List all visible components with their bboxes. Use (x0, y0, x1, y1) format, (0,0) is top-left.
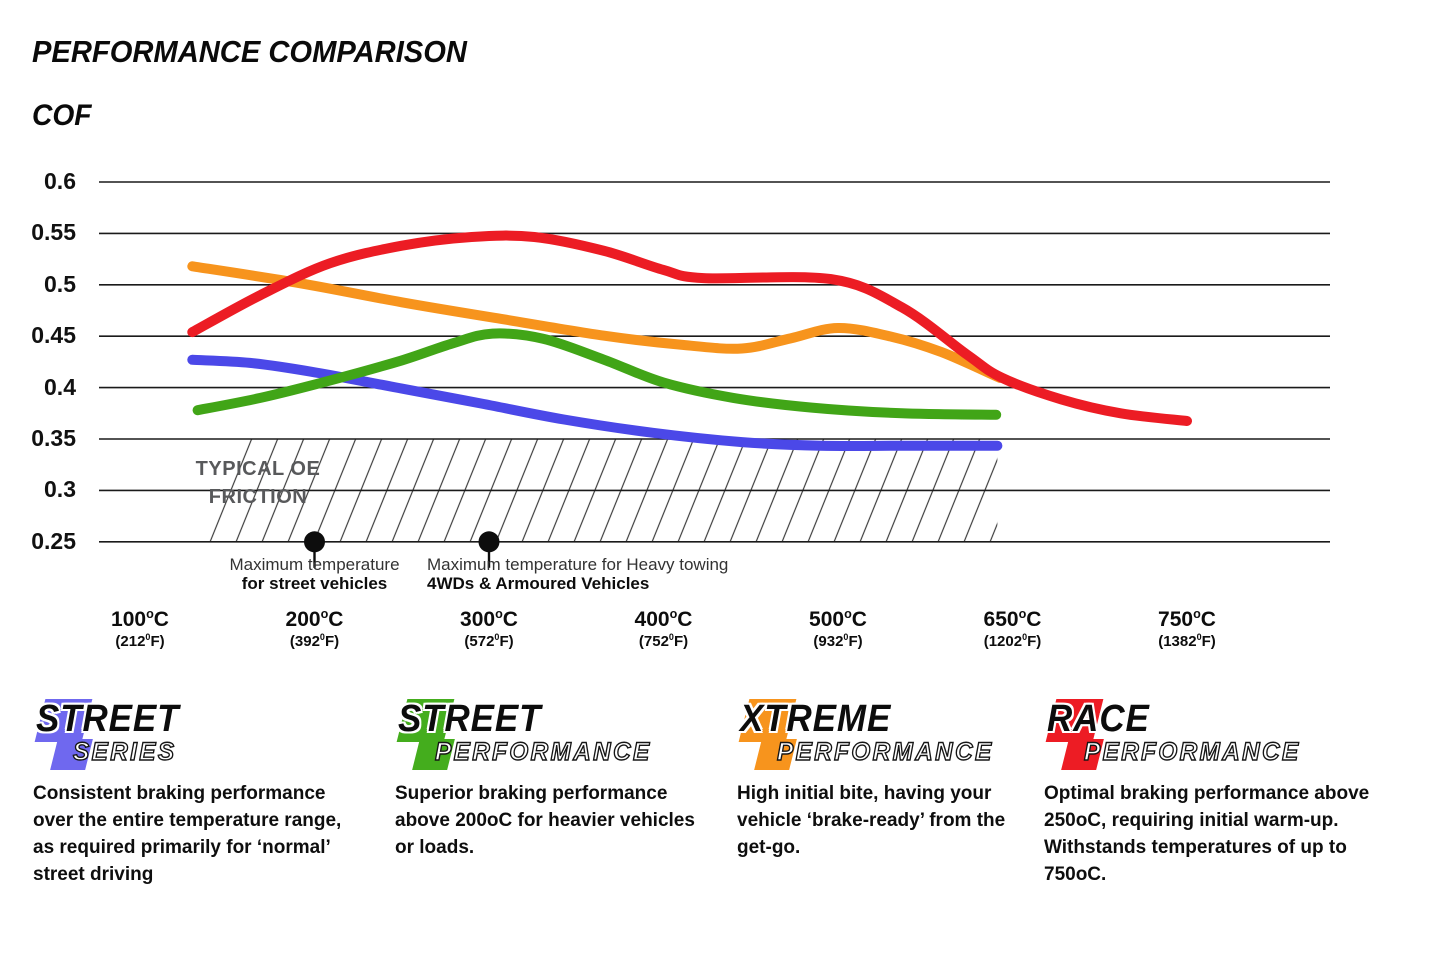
annotation-text-line1: Maximum temperature for Heavy towing (427, 555, 729, 574)
y-tick-label: 0.6 (44, 168, 76, 194)
y-tick-label: 0.5 (44, 270, 76, 297)
legend-street-performance: STREET PERFORMANCE Superior braking perfor… (395, 698, 713, 861)
street-performance-logo: STREET PERFORMANCE (395, 698, 713, 772)
logo-word-primary: STREET (398, 698, 542, 740)
series-line-street-series (187, 354, 1003, 451)
oe-label-line1: TYPICAL OE (195, 458, 321, 480)
legend-description: Superior braking performance above 200oC… (395, 783, 695, 858)
logo-word-secondary: PERFORMANCE (776, 737, 994, 766)
y-tick-label: 0.55 (31, 219, 76, 246)
annotation-dot (304, 531, 325, 553)
x-tick-label-650c: 650oC (12020F) (983, 607, 1042, 650)
page-title: PERFORMANCE COMPARISON (32, 34, 467, 69)
logo-word-secondary: PERFORMANCE (1083, 737, 1301, 766)
series-line-race-performance (187, 230, 1192, 426)
legend-description: High initial bite, having your vehicle ‘… (737, 783, 1006, 858)
x-tick-label-200c: 200oC (3920F) (285, 607, 344, 650)
annotation-label: Maximum temperature for street vehicles (200, 555, 430, 593)
y-tick-label: 0.4 (44, 373, 76, 400)
typical-oe-friction-label: TYPICAL OE FRICTION (158, 455, 358, 511)
chart-canvas (99, 181, 1330, 568)
annotation-dot (478, 531, 500, 553)
logo-word-primary: STREET (36, 698, 180, 740)
y-tick-label: 0.25 (31, 527, 76, 554)
oe-label-line2: FRICTION (208, 486, 308, 508)
legend-street-series: STREET SERIES Consistent braking performan… (33, 698, 363, 888)
legend-race-performance: RACE PERFORMANCE Optimal braking performan… (1044, 698, 1374, 888)
x-tick-label-300c: 300oC (5720F) (460, 607, 518, 650)
x-tick-label-400c: 400oC (7520F) (634, 607, 693, 650)
annotation-text-line2: for street vehicles (241, 574, 388, 593)
y-tick-label: 0.3 (44, 476, 76, 503)
annotation-text-line1: Maximum temperature (229, 555, 400, 574)
series-line-xtreme-performance (187, 261, 1005, 383)
series-line-street-performance (192, 328, 1002, 420)
x-tick-label-100c: 100oC (2120F) (111, 607, 169, 650)
y-axis-title: COF (32, 99, 92, 132)
x-tick-label-500c: 500oC (9320F) (809, 607, 867, 650)
logo-word-primary: XTREME (740, 698, 892, 740)
street-series-logo: STREET SERIES (33, 698, 363, 772)
cof-temperature-chart: 0.6 0.55 0.5 0.45 0.4 0.35 0.3 0.25 TYPICAL OE FR… (31, 168, 1330, 650)
x-tick-label-750c: 750oC (13820F) (1158, 607, 1216, 650)
legend-description: Consistent braking performance over the … (33, 783, 342, 885)
logo-word-primary: RACE (1047, 698, 1150, 740)
logo-word-secondary: SERIES (72, 737, 177, 766)
logo-word-secondary: PERFORMANCE (434, 737, 652, 766)
y-tick-label: 0.45 (31, 322, 76, 349)
race-performance-logo: RACE PERFORMANCE (1044, 698, 1374, 772)
xtreme-performance-logo: XTREME PERFORMANCE (737, 698, 1019, 772)
annotation-text-line2: 4WDs & Armoured Vehicles (427, 574, 650, 593)
legend-xtreme-performance: XTREME PERFORMANCE High initial bite, havi… (737, 698, 1019, 861)
y-tick-label: 0.35 (31, 425, 76, 451)
annotation-label: Maximum temperature for Heavy towing 4WDs… (427, 555, 737, 593)
legend-description: Optimal braking performance above 250oC,… (1044, 783, 1370, 885)
